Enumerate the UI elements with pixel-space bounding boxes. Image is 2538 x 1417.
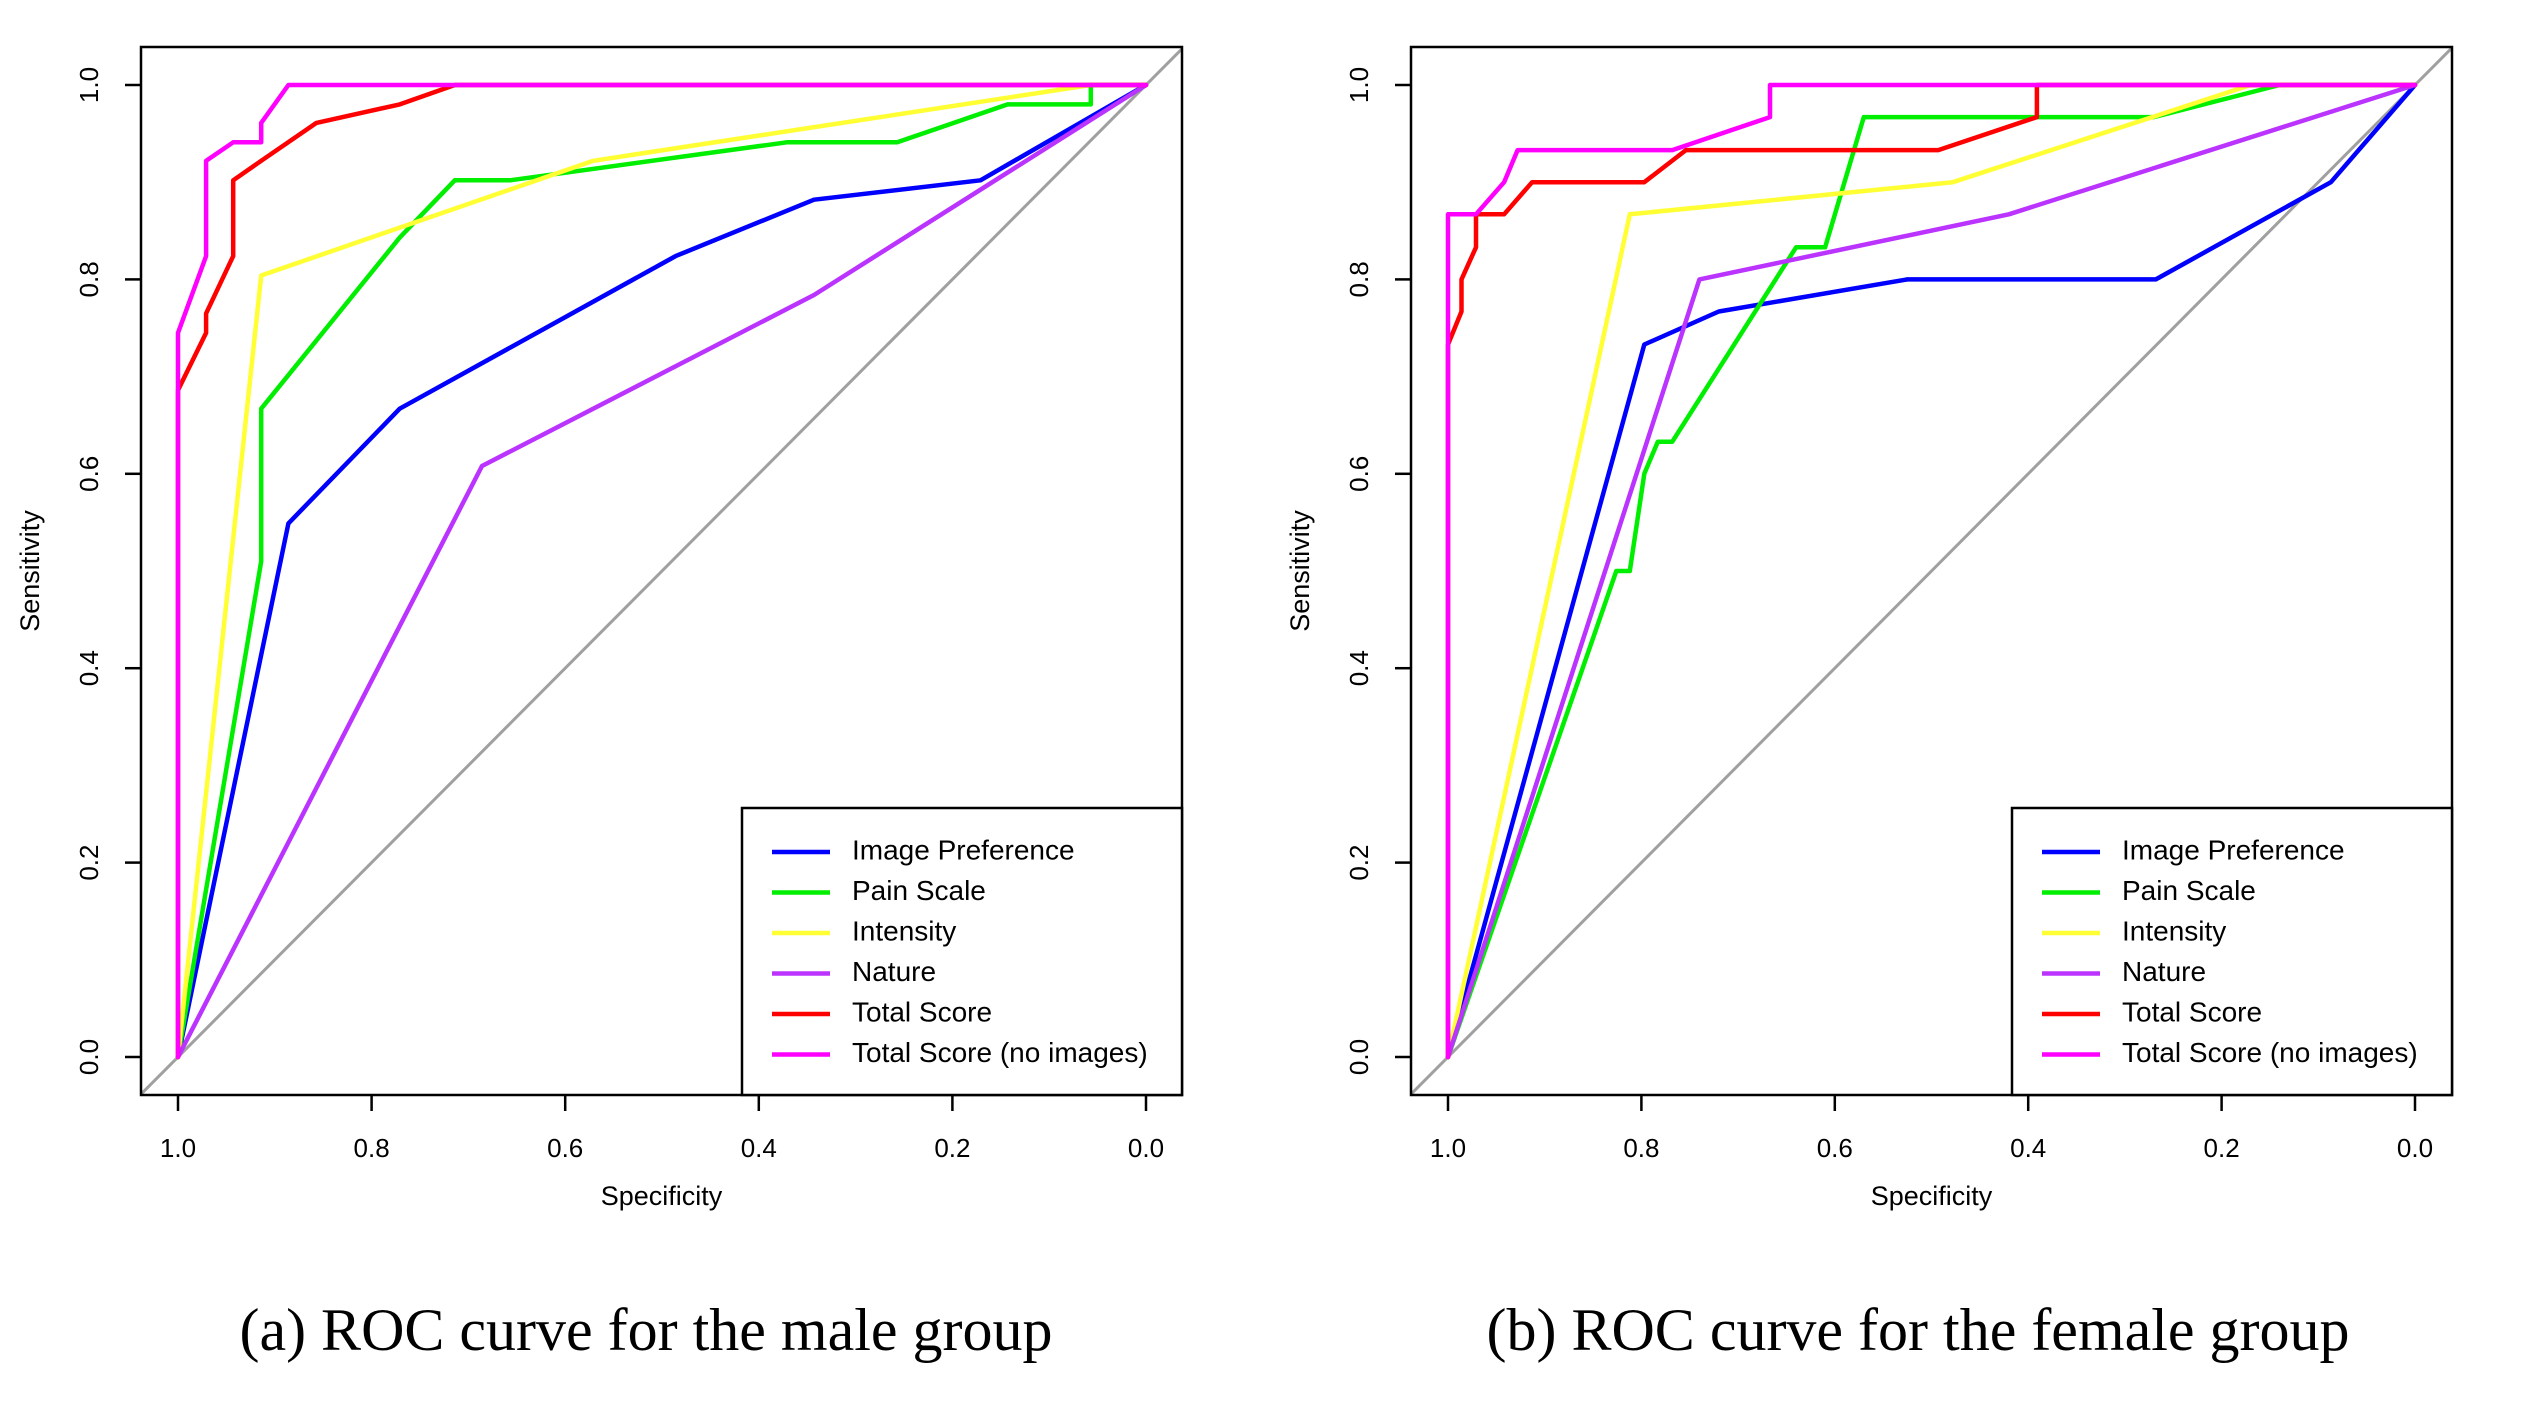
series-line-image-preference bbox=[175, 82, 1149, 1060]
legend-label: Total Score bbox=[2122, 996, 2262, 1027]
y-tick-label: 0.6 bbox=[74, 456, 104, 492]
legend-box bbox=[2010, 806, 2454, 1097]
x-tick-label: 1.0 bbox=[1430, 1133, 1466, 1163]
plot-frame bbox=[139, 45, 1184, 1097]
legend-label: Intensity bbox=[2122, 915, 2226, 946]
legend-box bbox=[740, 806, 1184, 1097]
series-line-total-score-no-images bbox=[175, 82, 1149, 1060]
y-tick-label: 0.4 bbox=[1344, 650, 1374, 686]
x-tick-label: 0.2 bbox=[2204, 1133, 2240, 1163]
series-line-total-score bbox=[175, 82, 1149, 1060]
legend-label: Intensity bbox=[852, 915, 956, 946]
y-tick-label: 0.4 bbox=[74, 650, 104, 686]
figure-caption: (b) ROC curve for the female group bbox=[1486, 1297, 2349, 1363]
y-tick-label: 0.8 bbox=[1344, 261, 1374, 297]
y-tick-label: 0.6 bbox=[1344, 456, 1374, 492]
legend-label: Pain Scale bbox=[852, 875, 986, 906]
reference-diagonal bbox=[139, 47, 1184, 1096]
x-tick-label: 0.6 bbox=[1817, 1133, 1853, 1163]
y-tick-label: 0.0 bbox=[74, 1039, 104, 1075]
x-tick-label: 0.8 bbox=[1623, 1133, 1659, 1163]
figure-caption: (a) ROC curve for the male group bbox=[239, 1297, 1052, 1363]
x-axis-label: Specificity bbox=[601, 1181, 723, 1211]
plot-frame bbox=[1409, 45, 2454, 1097]
y-tick-label: 1.0 bbox=[74, 67, 104, 103]
x-tick-label: 0.6 bbox=[547, 1133, 583, 1163]
y-axis-label: Sensitivity bbox=[1285, 510, 1315, 632]
x-tick-label: 0.0 bbox=[2397, 1133, 2433, 1163]
legend-label: Nature bbox=[852, 956, 936, 987]
x-tick-label: 0.4 bbox=[741, 1133, 777, 1163]
panel-female: 1.0 0.8 0.6 0.4 0.2 0.0 0.0 0.2 0.4 0.6 0.8 1.0 Spec… bbox=[1285, 45, 2454, 1363]
x-tick-label: 0.4 bbox=[2010, 1133, 2046, 1163]
x-tick-label: 0.2 bbox=[934, 1133, 970, 1163]
series-line-total-score-no-images bbox=[1445, 82, 2418, 1060]
series-line-nature bbox=[175, 82, 1149, 1060]
series-line-nature bbox=[1445, 82, 2418, 1060]
legend-label: Image Preference bbox=[852, 834, 1075, 865]
series-line-total-score bbox=[1445, 82, 2418, 1060]
x-tick-label: 0.0 bbox=[1128, 1133, 1164, 1163]
legend-label: Nature bbox=[2122, 956, 2206, 987]
series-line-pain-scale bbox=[175, 82, 1149, 1060]
y-axis-label: Sensitivity bbox=[15, 510, 45, 632]
legend-label: Image Preference bbox=[2122, 834, 2345, 865]
legend-label: Total Score (no images) bbox=[852, 1037, 1148, 1068]
panel-male: 1.0 0.8 0.6 0.4 0.2 0.0 0.0 0.2 0.4 0.6 0.8 1.0 Spec… bbox=[15, 45, 1184, 1363]
series-line-image-preference bbox=[1445, 82, 2418, 1060]
y-tick-label: 0.0 bbox=[1344, 1039, 1374, 1075]
y-tick-label: 0.2 bbox=[1344, 845, 1374, 881]
y-tick-label: 1.0 bbox=[1344, 67, 1374, 103]
x-axis-label: Specificity bbox=[1871, 1181, 1993, 1211]
y-tick-label: 0.8 bbox=[74, 261, 104, 297]
x-tick-label: 1.0 bbox=[160, 1133, 196, 1163]
reference-diagonal bbox=[1409, 46, 2454, 1096]
legend-label: Total Score bbox=[852, 996, 992, 1027]
x-tick-label: 0.8 bbox=[354, 1133, 390, 1163]
legend-label: Total Score (no images) bbox=[2122, 1037, 2418, 1068]
legend-label: Pain Scale bbox=[2122, 875, 2256, 906]
y-tick-label: 0.2 bbox=[74, 845, 104, 881]
